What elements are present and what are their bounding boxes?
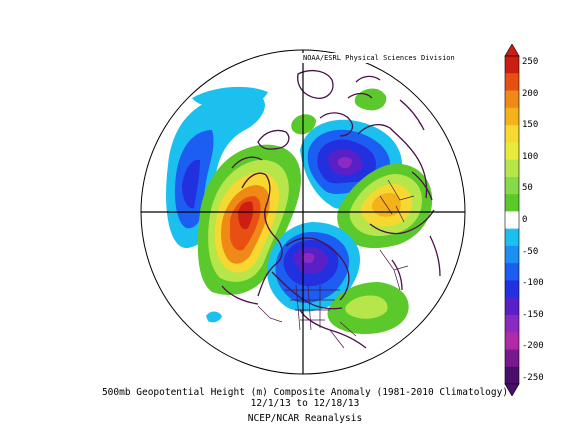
colorbar-swatch-c50 (505, 194, 519, 212)
map-boundary-circle (140, 49, 466, 375)
colorbar-tick-label: -100 (522, 278, 544, 289)
colorbar-tick-label: 250 (522, 57, 539, 68)
negative-anomaly-north-america-center (301, 252, 315, 264)
political-borders (257, 179, 415, 349)
negative-anomaly-north-pacific-center (182, 159, 200, 209)
colorbar-tick-label: -50 (522, 246, 539, 257)
positive-anomaly-ridge-core (238, 201, 254, 230)
colorbar-swatch-c75 (505, 176, 519, 195)
colorbar-swatch-c225 (505, 73, 519, 92)
colorbar-swatch-m250 (505, 366, 519, 385)
positive-anomaly-atlantic-core (345, 295, 388, 319)
negative-anomaly-arctic-center (337, 157, 352, 169)
caption-dates: 12/1/13 to 12/18/13 (250, 398, 360, 409)
positive-anomaly-north-atlantic-high-lat (291, 114, 316, 135)
colorbar-tick-label: 200 (522, 88, 539, 99)
colorbar-swatch-m125 (505, 280, 519, 299)
colorbar-swatch-m50 (505, 228, 519, 247)
negative-anomaly-aleutian-edge (192, 86, 268, 108)
colorbar-tick-label: -150 (522, 309, 544, 320)
colorbar-swatch-m225 (505, 349, 519, 368)
colorbar-tick-label: 100 (522, 151, 539, 162)
colorbar-swatch-c175 (505, 107, 519, 126)
colorbar-max-arrow (504, 44, 520, 57)
negative-anomaly-pacific-south (206, 311, 222, 323)
colorbar-tick-label: 150 (522, 120, 539, 131)
caption-title: 500mb Geopotential Height (m) Composite … (101, 387, 509, 398)
colorbar-swatch-c150 (505, 125, 519, 143)
positive-anomaly-europe (354, 88, 387, 111)
colorbar-swatch-c100 (505, 159, 519, 178)
colorbar-min-arrow (504, 383, 520, 396)
colorbar-swatch-c125 (505, 142, 519, 161)
colorbar-swatch-m150 (505, 297, 519, 316)
colorbar-tick-label: 50 (522, 183, 533, 194)
colorbar-swatch-c250 (505, 56, 519, 74)
colorbar-swatch-m175 (505, 314, 519, 333)
colorbar-tick-label: 0 (522, 215, 528, 225)
colorbar-tick-label: -200 (522, 341, 544, 352)
colorbar-swatch-c200 (505, 90, 519, 109)
caption-source: NCEP/NCAR Reanalysis (247, 413, 363, 424)
colorbar-swatch-c0 (505, 211, 519, 230)
colorbar (504, 44, 520, 396)
colorbar-swatch-m100 (505, 263, 519, 281)
colorbar-tick-label: -250 (522, 372, 544, 383)
credit-label: NOAA/ESRL Physical Sciences Division (300, 53, 458, 63)
colorbar-swatch-m200 (505, 332, 519, 350)
colorbar-swatch-m75 (505, 245, 519, 264)
